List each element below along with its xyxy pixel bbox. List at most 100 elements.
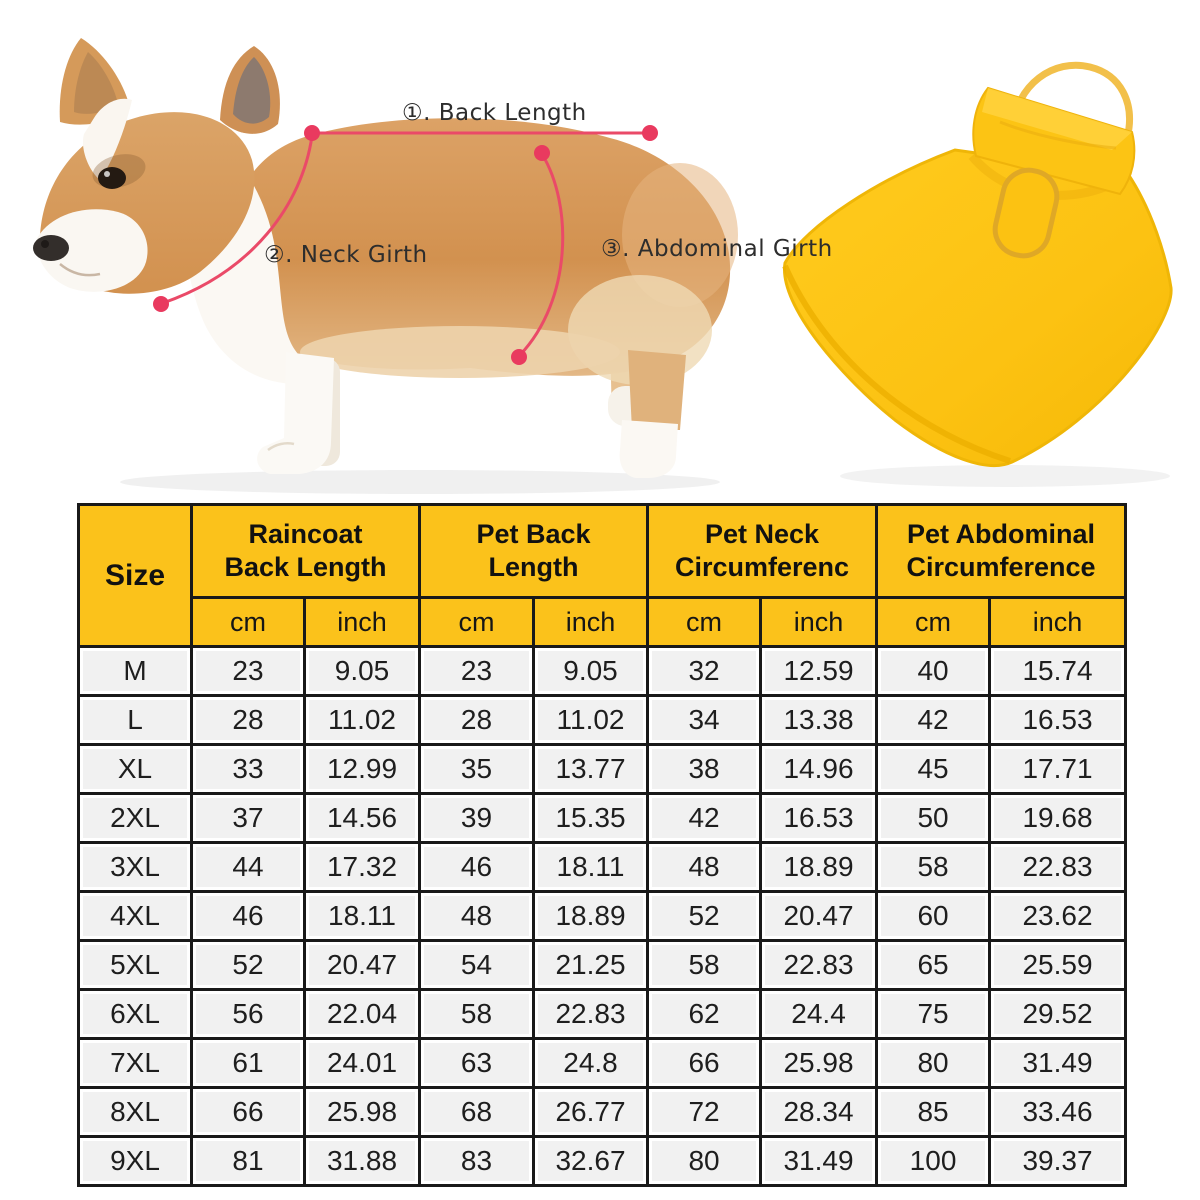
unit-header: inch — [988, 596, 1128, 648]
size-table: Size Raincoat Back Length Pet Back Lengt… — [77, 503, 1128, 1187]
dog-blaze — [82, 98, 132, 180]
value-cell: 24.4 — [759, 988, 879, 1040]
raincoat-collar-fold — [982, 88, 1132, 150]
dog-front-toes — [267, 442, 295, 452]
size-cell: 8XL — [77, 1086, 193, 1138]
value-cell: 31.88 — [303, 1135, 421, 1187]
size-table-row: 5XL 52 20.47 54 21.25 58 22.83 65 25.59 — [77, 939, 1128, 991]
size-cell: M — [77, 645, 193, 697]
value-cell: 23 — [190, 645, 306, 697]
value-cell: 12.99 — [303, 743, 421, 795]
value-cell: 44 — [190, 841, 306, 893]
value-cell: 20.47 — [759, 890, 879, 942]
value-cell: 52 — [646, 890, 763, 942]
value-cell: 40 — [875, 645, 992, 697]
value-cell: 61 — [190, 1037, 306, 1089]
value-cell: 100 — [875, 1135, 992, 1187]
value-cell: 46 — [190, 890, 306, 942]
size-table-header: Size Raincoat Back Length Pet Back Lengt… — [77, 503, 1128, 648]
value-cell: 17.71 — [988, 743, 1128, 795]
size-table-row: L 28 11.02 28 11.02 34 13.38 42 16.53 — [77, 694, 1128, 746]
value-cell: 42 — [646, 792, 763, 844]
value-cell: 72 — [646, 1086, 763, 1138]
header-pet-back-length: Pet Back Length — [417, 503, 650, 599]
value-cell: 18.89 — [531, 890, 650, 942]
raincoat-photo — [782, 61, 1173, 487]
value-cell: 23.62 — [988, 890, 1128, 942]
value-cell: 11.02 — [303, 694, 421, 746]
size-table-row: 6XL 56 22.04 58 22.83 62 24.4 75 29.52 — [77, 988, 1128, 1040]
value-cell: 24.8 — [531, 1037, 650, 1089]
value-cell: 15.35 — [531, 792, 650, 844]
value-cell: 22.04 — [303, 988, 421, 1040]
unit-header: cm — [190, 596, 306, 648]
value-cell: 13.77 — [531, 743, 650, 795]
value-cell: 50 — [875, 792, 992, 844]
size-table-body: M 23 9.05 23 9.05 32 12.59 40 15.74 L 28… — [77, 645, 1128, 1187]
value-cell: 66 — [646, 1037, 763, 1089]
value-cell: 14.56 — [303, 792, 421, 844]
value-cell: 48 — [646, 841, 763, 893]
value-cell: 63 — [418, 1037, 535, 1089]
size-table-row: XL 33 12.99 35 13.77 38 14.96 45 17.71 — [77, 743, 1128, 795]
value-cell: 31.49 — [988, 1037, 1128, 1089]
value-cell: 16.53 — [759, 792, 879, 844]
value-cell: 14.96 — [759, 743, 879, 795]
value-cell: 16.53 — [988, 694, 1128, 746]
value-cell: 35 — [418, 743, 535, 795]
value-cell: 80 — [875, 1037, 992, 1089]
value-cell: 33 — [190, 743, 306, 795]
annotation-back-length: ①. Back Length — [402, 100, 587, 126]
size-table-row: 9XL 81 31.88 83 32.67 80 31.49 100 39.37 — [77, 1135, 1128, 1187]
value-cell: 46 — [418, 841, 535, 893]
header-line: Length — [488, 552, 579, 582]
size-cell: 6XL — [77, 988, 193, 1040]
raincoat-neck-loop — [1008, 61, 1133, 138]
dog-ear-near-inner — [74, 52, 118, 114]
value-cell: 42 — [875, 694, 992, 746]
value-cell: 58 — [418, 988, 535, 1040]
value-cell: 28 — [190, 694, 306, 746]
value-cell: 80 — [646, 1135, 763, 1187]
dog-hind-leg-near — [628, 350, 686, 430]
dog-mouth — [59, 263, 101, 277]
value-cell: 20.47 — [303, 939, 421, 991]
size-cell: XL — [77, 743, 193, 795]
value-cell: 21.25 — [531, 939, 650, 991]
header-line: Back Length — [224, 552, 387, 582]
value-cell: 32 — [646, 645, 763, 697]
header-line: Pet Abdominal — [907, 519, 1096, 549]
value-cell: 12.59 — [759, 645, 879, 697]
value-cell: 39.37 — [988, 1135, 1128, 1187]
dog-eye — [98, 167, 126, 189]
value-cell: 22.83 — [988, 841, 1128, 893]
annotation-neck-girth: ②. Neck Girth — [264, 242, 428, 268]
value-cell: 45 — [875, 743, 992, 795]
value-cell: 24.01 — [303, 1037, 421, 1089]
value-cell: 33.46 — [988, 1086, 1128, 1138]
header-pet-abdominal-circumference: Pet Abdominal Circumference — [875, 503, 1128, 599]
size-table-row: M 23 9.05 23 9.05 32 12.59 40 15.74 — [77, 645, 1128, 697]
header-raincoat-back-length: Raincoat Back Length — [190, 503, 421, 599]
raincoat-shadow — [840, 465, 1170, 487]
header-pet-neck-circumference: Pet Neck Circumferenc — [646, 503, 879, 599]
value-cell: 13.38 — [759, 694, 879, 746]
unit-header: cm — [646, 596, 763, 648]
size-table-row: 7XL 61 24.01 63 24.8 66 25.98 80 31.49 — [77, 1037, 1128, 1089]
header-line: Raincoat — [248, 519, 363, 549]
raincoat-cape — [783, 148, 1173, 467]
unit-header: inch — [759, 596, 879, 648]
size-cell: 2XL — [77, 792, 193, 844]
raincoat-tab — [992, 167, 1060, 259]
value-cell: 48 — [418, 890, 535, 942]
dog-nose — [33, 235, 69, 261]
dog-front-leg-near — [257, 352, 334, 474]
dog-muzzle — [36, 209, 148, 292]
photo-area: ①. Back Length ②. Neck Girth ③. Abdomina… — [0, 0, 1200, 500]
size-cell: L — [77, 694, 193, 746]
size-cell: 9XL — [77, 1135, 193, 1187]
value-cell: 75 — [875, 988, 992, 1040]
value-cell: 15.74 — [988, 645, 1128, 697]
dog-rump-highlight — [622, 163, 738, 307]
